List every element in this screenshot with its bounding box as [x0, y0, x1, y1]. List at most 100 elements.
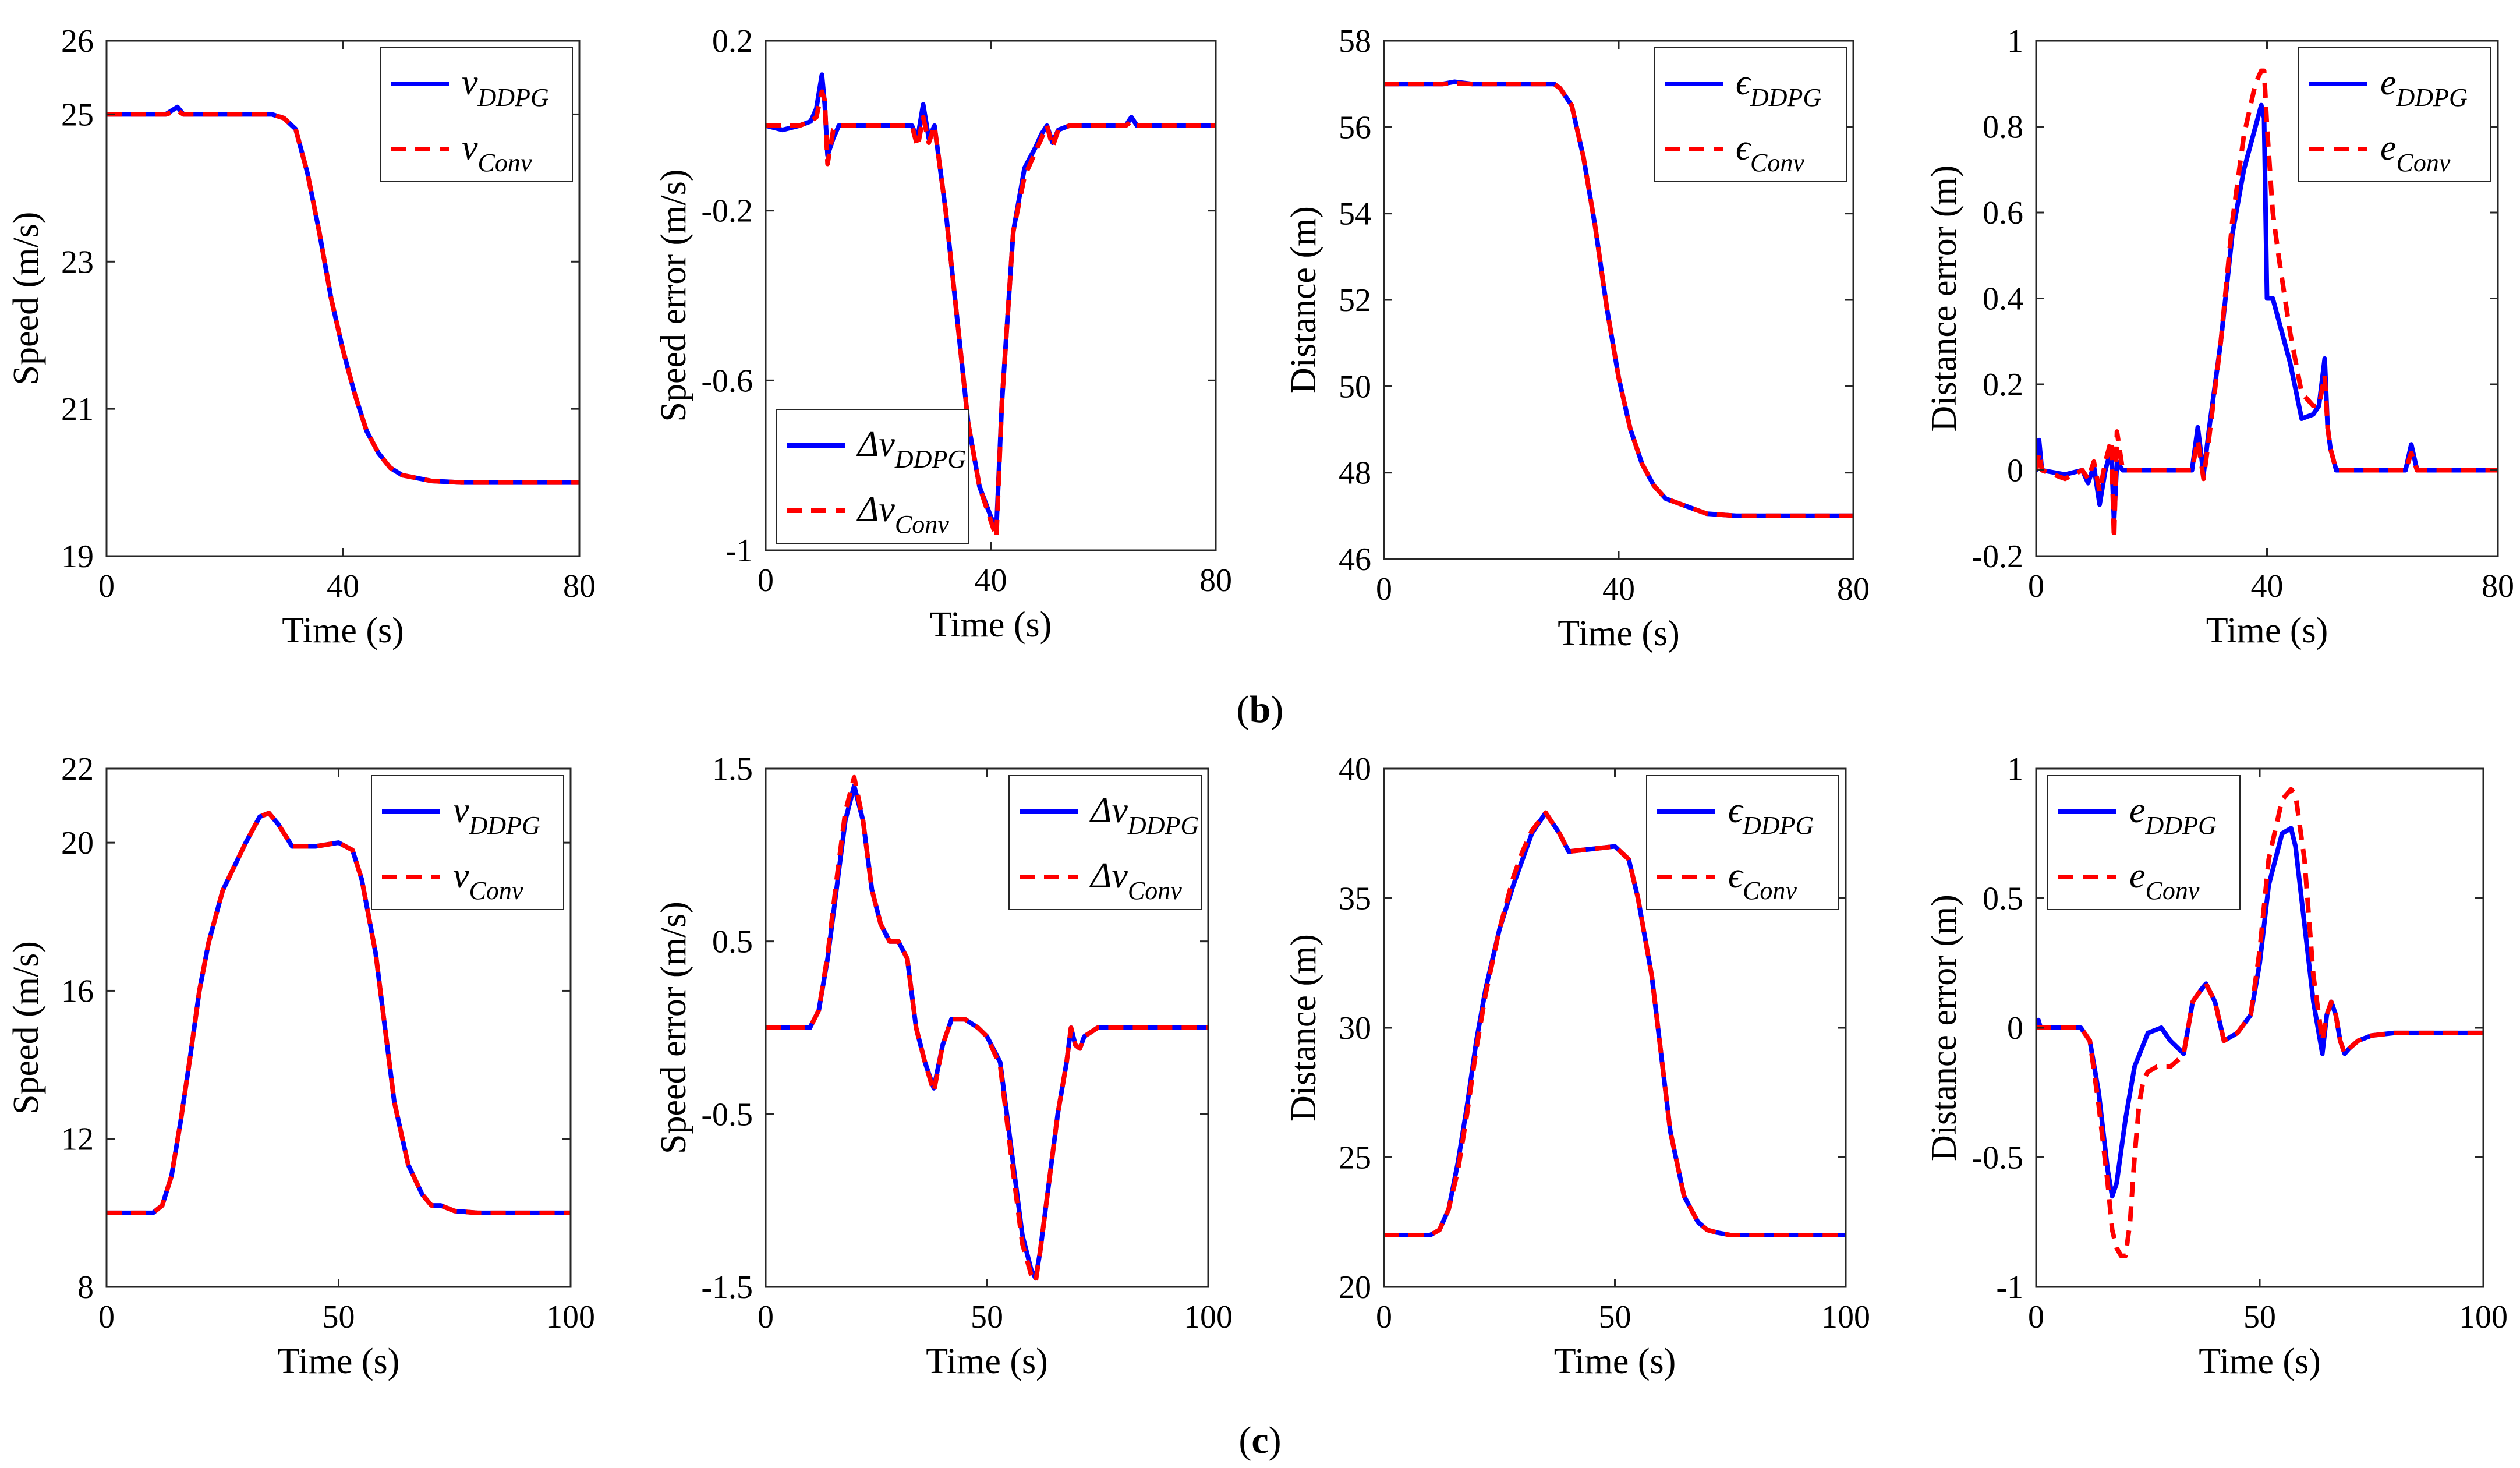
- y-tick-label: 54: [1339, 196, 1371, 232]
- y-tick-label: 0: [2007, 1010, 2023, 1046]
- x-axis-label: Time (s): [1554, 1342, 1676, 1381]
- legend-label-conv: ΔvConv: [856, 490, 949, 539]
- x-tick-label: 40: [1602, 571, 1635, 607]
- y-tick-label: 8: [77, 1269, 94, 1306]
- y-axis-label: Speed error (m/s): [654, 169, 693, 422]
- x-tick-label: 0: [1376, 571, 1392, 607]
- legend: ΔvDDPG ΔvConv: [776, 409, 969, 544]
- x-tick-label: 0: [2028, 568, 2044, 604]
- x-axis-label: Time (s): [278, 1342, 400, 1381]
- chart-c1: 0 50 100 8 12 16 20 22 Time (s) Speed (m/s) vDDPG v…: [6, 751, 595, 1381]
- y-tick-label: -0.5: [701, 1096, 753, 1133]
- legend: eDDPG eConv: [2298, 47, 2491, 182]
- x-tick-label: 40: [2251, 568, 2284, 604]
- x-tick-label: 100: [1184, 1299, 1233, 1335]
- y-tick-label: 12: [61, 1122, 94, 1158]
- y-tick-label: 48: [1339, 455, 1371, 491]
- y-tick-label: 20: [61, 825, 94, 861]
- legend-label-ddpg: ΔvDDPG: [856, 425, 966, 473]
- panel-label-b: (b): [1237, 688, 1284, 731]
- chart-c4: 0 50 100 -1 -0.5 0 0.5 1 Time (s) Distance error …: [1924, 751, 2508, 1381]
- x-tick-label: 0: [98, 1299, 115, 1335]
- x-tick-label: 0: [758, 1299, 774, 1335]
- x-tick-label: 50: [1599, 1299, 1631, 1335]
- x-tick-label: 40: [975, 563, 1007, 599]
- legend-label-conv: ΔvConv: [1089, 856, 1182, 905]
- legend-label-ddpg: vDDPG: [462, 63, 549, 112]
- x-axis-label: Time (s): [2199, 1342, 2321, 1381]
- series-line-conv: [107, 811, 571, 1215]
- series-line-conv: [1384, 810, 1846, 1237]
- y-tick-label: -0.6: [701, 363, 753, 399]
- y-axis-label: Distance error (m): [1924, 165, 1964, 432]
- y-tick-label: 1.5: [712, 751, 753, 787]
- legend: eDDPG eConv: [2047, 775, 2241, 910]
- legend: ϵDDPG ϵConv: [1646, 775, 1839, 910]
- panel-label-c: (c): [1238, 1419, 1281, 1462]
- y-tick-label: -1: [725, 533, 753, 569]
- x-tick-label: 80: [563, 568, 596, 604]
- y-tick-label: 50: [1339, 369, 1371, 405]
- x-tick-label: 100: [546, 1299, 595, 1335]
- y-tick-label: 40: [1339, 751, 1371, 787]
- x-tick-label: 0: [2028, 1299, 2044, 1335]
- y-tick-label: -0.5: [1972, 1140, 2023, 1176]
- x-tick-label: 80: [2482, 568, 2514, 604]
- series-line-conv: [107, 108, 579, 485]
- y-axis-label: Speed (m/s): [6, 941, 46, 1115]
- legend-label-ddpg: ϵDDPG: [1736, 63, 1821, 112]
- y-axis-label: Distance (m): [1284, 934, 1323, 1122]
- legend: ϵDDPG ϵConv: [1654, 47, 1847, 182]
- legend-box: [776, 409, 969, 544]
- x-tick-label: 100: [1821, 1299, 1870, 1335]
- series-line-ddpg: [2036, 102, 2498, 524]
- legend-box: [1654, 47, 1847, 182]
- x-tick-label: 50: [323, 1299, 355, 1335]
- x-axis-label: Time (s): [2206, 611, 2328, 650]
- y-tick-label: -0.2: [1972, 539, 2023, 575]
- x-tick-label: 0: [98, 568, 115, 604]
- y-tick-label: 52: [1339, 282, 1371, 319]
- y-tick-label: 26: [61, 23, 94, 59]
- series-line-conv: [1384, 80, 1853, 518]
- x-tick-label: 50: [971, 1299, 1003, 1335]
- legend-label-conv: eConv: [2129, 856, 2200, 905]
- y-tick-label: 30: [1339, 1010, 1371, 1046]
- legend-box: [1008, 775, 1202, 910]
- y-tick-label: 0.5: [1983, 881, 2023, 917]
- legend: vDDPG vConv: [380, 47, 573, 182]
- x-tick-label: 100: [2459, 1299, 2508, 1335]
- y-tick-label: 35: [1339, 881, 1371, 917]
- x-tick-label: 80: [1837, 571, 1870, 607]
- x-axis-label: Time (s): [1558, 614, 1680, 653]
- chart-c2: 0 50 100 -1.5 -0.5 0.5 1.5 Time (s) Speed error …: [654, 751, 1233, 1381]
- y-tick-label: 0.2: [712, 23, 753, 59]
- y-tick-label: 16: [61, 973, 94, 1009]
- legend-box: [2047, 775, 2241, 910]
- y-tick-label: 0.5: [712, 924, 753, 960]
- legend-label-conv: vConv: [453, 856, 523, 905]
- legend: ΔvDDPG ΔvConv: [1008, 775, 1202, 910]
- y-tick-label: 46: [1339, 542, 1371, 578]
- legend-label-ddpg: vDDPG: [453, 791, 540, 840]
- legend-label-conv: eConv: [2380, 128, 2451, 177]
- y-tick-label: 56: [1339, 109, 1371, 146]
- y-tick-label: 21: [61, 391, 94, 427]
- legend-box: [1646, 775, 1839, 910]
- y-tick-label: 20: [1339, 1269, 1371, 1306]
- chart-b3: 0 40 80 46 48 50 52 54 56 58 Time (s) Distance (m) ϵ…: [1284, 23, 1870, 653]
- legend-label-conv: ϵConv: [1728, 856, 1797, 905]
- y-tick-label: -1.5: [701, 1269, 753, 1306]
- x-axis-label: Time (s): [282, 611, 404, 650]
- x-axis-label: Time (s): [930, 605, 1052, 645]
- y-tick-label: 22: [61, 751, 94, 787]
- series-line-conv: [2036, 787, 2483, 1258]
- y-tick-label: 25: [61, 97, 94, 133]
- y-tick-label: 1: [2007, 23, 2023, 59]
- y-tick-label: 25: [1339, 1140, 1371, 1176]
